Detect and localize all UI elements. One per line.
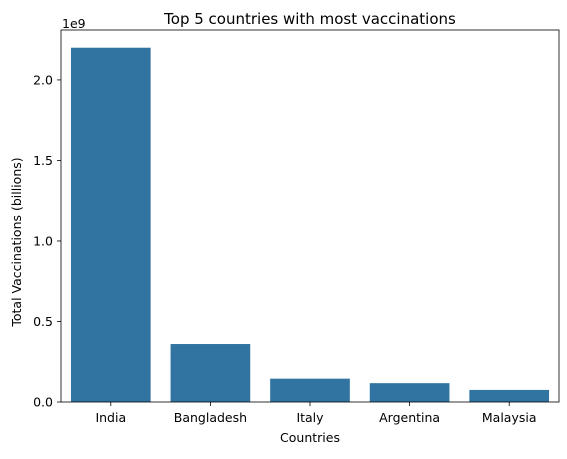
x-tick-label: Malaysia bbox=[482, 410, 537, 425]
y-tick-label: 1.0 bbox=[33, 233, 53, 248]
x-tick-label: Bangladesh bbox=[174, 410, 247, 425]
bar-italy bbox=[270, 378, 350, 402]
x-axis-ticks: India Bangladesh Italy Argentina Malaysia bbox=[95, 402, 537, 425]
bar-india bbox=[70, 47, 151, 402]
x-tick-label: Argentina bbox=[379, 410, 440, 425]
x-axis-label: Countries bbox=[280, 430, 340, 445]
bar-malaysia bbox=[469, 389, 550, 402]
y-tick-label: 1.5 bbox=[33, 153, 53, 168]
bar-bangladesh bbox=[170, 344, 251, 402]
y-axis-ticks: 0.0 0.5 1.0 1.5 2.0 bbox=[33, 72, 61, 410]
bars-group bbox=[70, 47, 550, 402]
plot-frame bbox=[60, 29, 560, 403]
x-tick-label: Italy bbox=[296, 410, 324, 425]
y-tick-label: 2.0 bbox=[33, 72, 53, 87]
bar-argentina bbox=[369, 383, 450, 402]
y-axis-label: Total Vaccinations (billions) bbox=[9, 157, 24, 327]
y-tick-label: 0.0 bbox=[33, 395, 53, 410]
x-tick-label: India bbox=[95, 410, 126, 425]
y-axis-offset-label: 1e9 bbox=[62, 16, 86, 31]
y-tick-label: 0.5 bbox=[33, 314, 53, 329]
chart-title: Top 5 countries with most vaccinations bbox=[163, 10, 456, 28]
